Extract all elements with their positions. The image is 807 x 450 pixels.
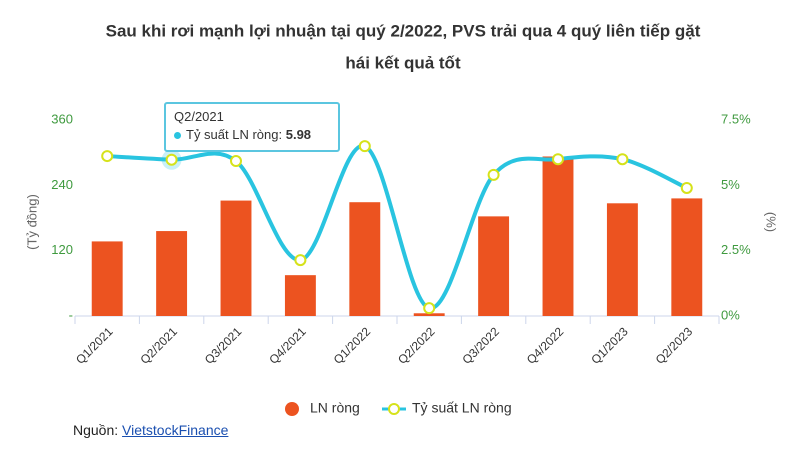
line-marker (165, 153, 178, 166)
line-marker (423, 302, 436, 315)
line-marker (487, 168, 500, 181)
bar (542, 156, 574, 316)
bar (284, 275, 316, 316)
x-tick-label: Q4/2022 (524, 324, 567, 367)
x-tick-label: Q2/2022 (395, 324, 438, 367)
bar (478, 216, 510, 316)
source-link[interactable]: VietstockFinance (122, 422, 229, 438)
line-marker (294, 254, 307, 267)
y2-tick-label: 0% (721, 307, 740, 322)
legend-swatch (388, 403, 400, 415)
tooltip: Q2/2021 Tỷ suất LN ròng: 5.98 (164, 102, 340, 152)
bar (671, 198, 703, 316)
bar (349, 202, 381, 316)
y-tick-label: 120 (51, 242, 73, 257)
x-tick-label: Q2/2021 (138, 324, 181, 367)
line-marker (101, 150, 114, 163)
line (107, 144, 688, 311)
line-marker (358, 140, 371, 153)
line-marker (616, 153, 629, 166)
y2-tick-label: 5% (721, 177, 740, 192)
y-axis-label: (Tỷ đồng) (24, 194, 39, 250)
chart-title: Sau khi rơi mạnh lợi nhuận tại quý 2/202… (106, 21, 701, 40)
y-tick-label: 360 (51, 111, 73, 126)
line-marker (552, 153, 564, 166)
x-tick-label: Q3/2022 (460, 324, 503, 367)
tooltip-title: Q2/2021 (174, 109, 224, 124)
bar (91, 241, 123, 316)
bar (413, 313, 445, 316)
line-marker (230, 155, 242, 168)
chart-title: hái kết quả tốt (345, 53, 461, 72)
y2-tick-label: 2.5% (721, 242, 751, 257)
y2-axis-label: (%) (764, 212, 779, 232)
tooltip-label: Tỷ suất LN ròng: (186, 127, 283, 142)
y-tick-label: 240 (51, 177, 73, 192)
x-tick-label: Q3/2021 (202, 324, 245, 367)
legend-swatch (285, 402, 299, 416)
legend-label: Tỷ suất LN ròng (412, 400, 512, 416)
tooltip-value: 5.98 (285, 127, 312, 142)
x-tick-label: Q2/2023 (653, 324, 696, 367)
y2-tick-label: 7.5% (721, 111, 751, 126)
legend-label: LN ròng (310, 400, 360, 416)
bar (156, 231, 188, 316)
x-tick-label: Q1/2021 (73, 324, 116, 367)
bar (220, 200, 252, 316)
line-marker (680, 181, 693, 194)
source-label: Nguồn: (73, 422, 119, 438)
x-tick-label: Q1/2023 (588, 324, 631, 367)
x-tick-label: Q4/2021 (266, 324, 309, 367)
source: Nguồn: VietstockFinance (73, 422, 228, 438)
bar (606, 203, 638, 316)
y-tick-label: - (69, 307, 73, 322)
x-tick-label: Q1/2022 (331, 324, 374, 367)
